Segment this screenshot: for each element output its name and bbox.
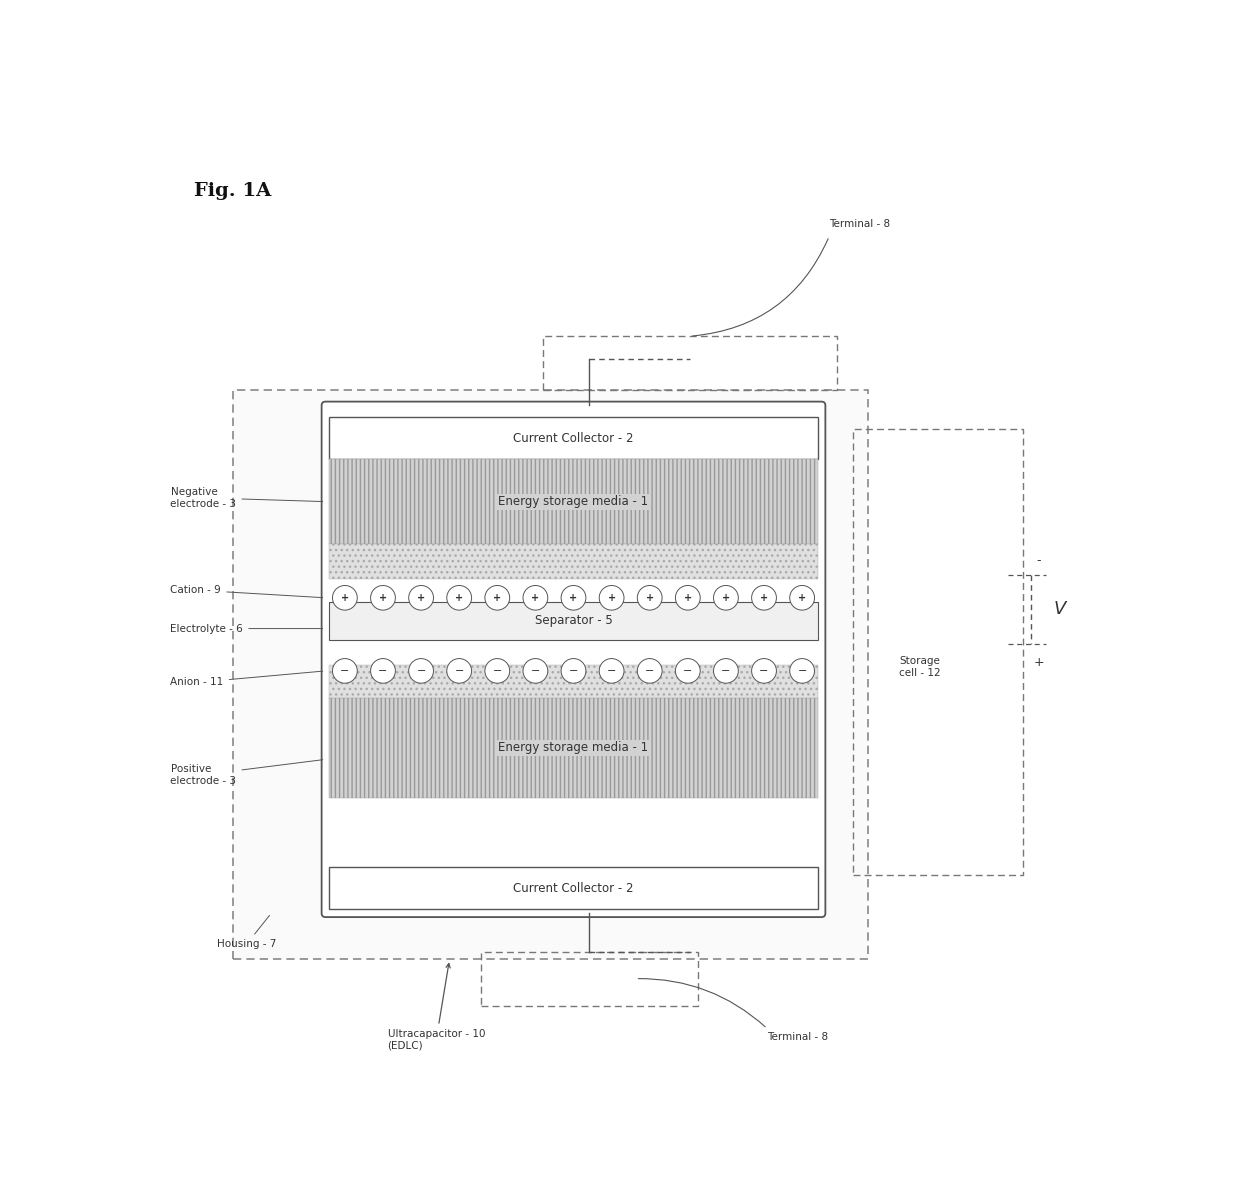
Text: Terminal - 8: Terminal - 8 — [830, 218, 890, 229]
Text: −: − — [569, 665, 578, 676]
Bar — [481, 952, 697, 1006]
Text: V: V — [1054, 601, 1066, 619]
Text: +: + — [799, 592, 806, 603]
Text: Fig. 1A: Fig. 1A — [193, 182, 272, 200]
Text: +: + — [722, 592, 730, 603]
Text: Negative
electrode - 3: Negative electrode - 3 — [171, 487, 322, 508]
Text: +: + — [455, 592, 464, 603]
Circle shape — [485, 585, 510, 610]
Circle shape — [713, 658, 738, 683]
Bar — [330, 544, 817, 579]
Text: +: + — [531, 592, 539, 603]
Circle shape — [751, 585, 776, 610]
Circle shape — [523, 585, 548, 610]
Text: −: − — [455, 665, 464, 676]
Bar — [330, 698, 817, 797]
Bar — [330, 459, 817, 544]
Circle shape — [409, 658, 434, 683]
Text: +: + — [608, 592, 616, 603]
Text: −: − — [606, 665, 616, 676]
Text: −: − — [340, 665, 350, 676]
Text: -: - — [1037, 554, 1040, 567]
Bar — [330, 867, 817, 909]
Text: −: − — [492, 665, 502, 676]
Text: Positive
electrode - 3: Positive electrode - 3 — [171, 760, 322, 785]
Circle shape — [560, 658, 585, 683]
Circle shape — [446, 585, 471, 610]
Text: −: − — [759, 665, 769, 676]
Bar — [330, 417, 817, 459]
Circle shape — [713, 585, 738, 610]
Text: −: − — [797, 665, 807, 676]
Text: +: + — [646, 592, 653, 603]
Text: −: − — [417, 665, 425, 676]
Text: −: − — [531, 665, 541, 676]
Circle shape — [332, 585, 357, 610]
Text: Current Collector - 2: Current Collector - 2 — [513, 432, 634, 445]
Circle shape — [485, 658, 510, 683]
Bar — [543, 336, 837, 390]
Circle shape — [790, 658, 815, 683]
Circle shape — [676, 585, 701, 610]
Text: +: + — [760, 592, 768, 603]
Text: −: − — [378, 665, 388, 676]
Circle shape — [637, 658, 662, 683]
Text: Energy storage media - 1: Energy storage media - 1 — [498, 495, 649, 508]
Circle shape — [371, 658, 396, 683]
Text: +: + — [341, 592, 348, 603]
Circle shape — [676, 658, 701, 683]
Text: Current Collector - 2: Current Collector - 2 — [513, 881, 634, 894]
Text: Storage
cell - 12: Storage cell - 12 — [899, 656, 941, 677]
Bar — [233, 390, 868, 959]
Text: +: + — [494, 592, 501, 603]
Text: +: + — [569, 592, 578, 603]
Circle shape — [446, 658, 471, 683]
Bar — [853, 428, 1023, 875]
Text: −: − — [722, 665, 730, 676]
Circle shape — [599, 658, 624, 683]
Circle shape — [523, 658, 548, 683]
FancyBboxPatch shape — [321, 402, 826, 917]
Circle shape — [409, 585, 434, 610]
Text: Energy storage media - 1: Energy storage media - 1 — [498, 741, 649, 754]
Text: −: − — [683, 665, 692, 676]
Circle shape — [599, 585, 624, 610]
Bar — [330, 664, 817, 699]
Bar — [330, 602, 817, 640]
Text: Anion - 11: Anion - 11 — [171, 671, 322, 687]
Text: Terminal - 8: Terminal - 8 — [768, 1032, 828, 1042]
Text: −: − — [645, 665, 655, 676]
Text: +: + — [417, 592, 425, 603]
Circle shape — [371, 585, 396, 610]
Text: +: + — [379, 592, 387, 603]
Text: Ultracapacitor - 10
(EDLC): Ultracapacitor - 10 (EDLC) — [387, 964, 485, 1050]
Circle shape — [637, 585, 662, 610]
Circle shape — [560, 585, 585, 610]
Text: Electrolyte - 6: Electrolyte - 6 — [171, 623, 322, 633]
Text: Housing - 7: Housing - 7 — [217, 915, 277, 950]
Text: Separator - 5: Separator - 5 — [534, 614, 613, 627]
Circle shape — [751, 658, 776, 683]
Text: +: + — [683, 592, 692, 603]
Text: +: + — [1033, 656, 1044, 669]
Text: Cation - 9: Cation - 9 — [171, 585, 322, 597]
Circle shape — [790, 585, 815, 610]
Circle shape — [332, 658, 357, 683]
